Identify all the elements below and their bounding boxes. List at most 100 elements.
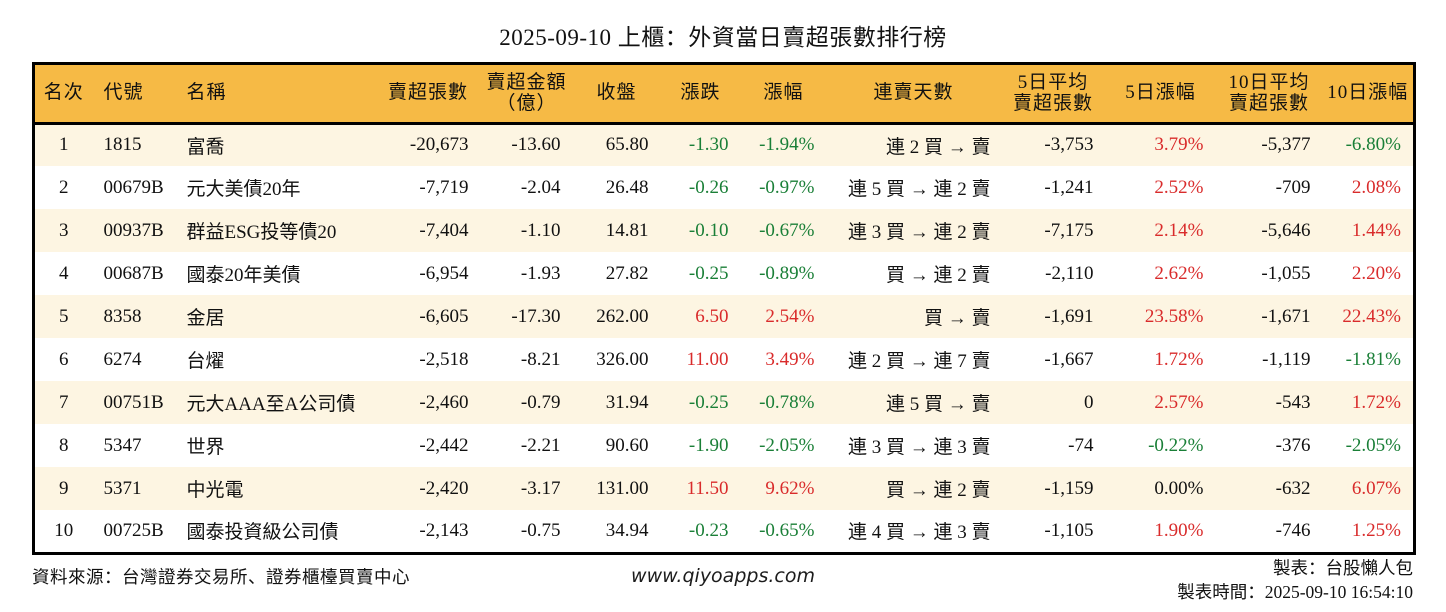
- cell-name: 群益ESG投等債20: [186, 222, 337, 244]
- cell-sell_volume: -2,518: [419, 348, 469, 370]
- cell-close: 90.60: [605, 434, 649, 456]
- cell-rank: 4: [59, 262, 69, 284]
- cell-pct5: 1.72%: [1154, 348, 1204, 370]
- cell-streak: 連 2 買 → 賣: [885, 136, 991, 158]
- cell-change: 11.50: [686, 477, 729, 499]
- cell-streak: 買 → 連 2 賣: [885, 265, 991, 287]
- cell-name: 國泰20年美債: [186, 265, 301, 287]
- cell-close: 26.48: [605, 176, 649, 198]
- cell-change: -0.25: [688, 262, 729, 284]
- cell-pct5: 23.58%: [1144, 305, 1204, 327]
- footer-made-time: 製表時間：2025-09-10 16:54:10: [1177, 582, 1413, 603]
- cell-change: -0.25: [688, 391, 729, 413]
- cell-pct10: 6.07%: [1351, 477, 1401, 499]
- table-row: 7 00751B 元大AAA至A公司債 -2,460 -0.79 31.94 -0.25 -0…: [33, 381, 1415, 425]
- cell-avg10: -632: [1275, 477, 1311, 499]
- table-row: 8 5347 世界 -2,442 -2.21 90.60 -1.90 -2.05% 連 3 買 …: [33, 424, 1415, 468]
- cell-sell_amount: -8.21: [520, 348, 561, 370]
- cell-streak: 連 3 買 → 連 3 賣: [847, 437, 991, 459]
- footer-website: www.qiyoapps.com: [631, 564, 815, 587]
- table-row: 10 00725B 國泰投資級公司債 -2,143 -0.75 34.94 -0.23 -0.…: [33, 510, 1415, 554]
- cell-pct10: 22.43%: [1342, 305, 1401, 327]
- cell-code: 5347: [103, 434, 142, 456]
- cell-streak: 連 2 買 → 連 7 賣: [847, 351, 991, 373]
- cell-rank: 3: [59, 219, 69, 241]
- cell-change: -1.90: [688, 434, 729, 456]
- cell-pct5: 2.52%: [1154, 176, 1204, 198]
- header-cell-change_pct: 漲幅: [740, 63, 827, 125]
- cell-change_pct: -1.94%: [759, 134, 815, 156]
- cell-rank: 2: [59, 176, 69, 198]
- cell-change_pct: -0.67%: [759, 219, 815, 241]
- header-cell-close: 收盤: [572, 63, 661, 125]
- cell-close: 326.00: [596, 348, 649, 370]
- cell-change: -1.30: [688, 134, 729, 156]
- cell-pct10: -6.80%: [1345, 134, 1401, 156]
- cell-code: 5371: [103, 477, 142, 499]
- cell-sell_amount: -2.21: [520, 434, 561, 456]
- cell-streak: 買 → 賣: [923, 308, 991, 330]
- cell-avg5: -1,667: [1044, 348, 1094, 370]
- cell-avg5: -1,159: [1044, 477, 1094, 499]
- cell-streak: 連 4 買 → 連 3 賣: [847, 522, 991, 544]
- cell-rank: 6: [59, 348, 69, 370]
- cell-pct5: 2.14%: [1154, 219, 1204, 241]
- table-body: 1 1815 富喬 -20,673 -13.60 65.80 -1.30 -1.94% 連 2 …: [33, 123, 1415, 554]
- cell-pct5: 0.00%: [1154, 477, 1204, 499]
- cell-name: 世界: [186, 437, 225, 459]
- cell-streak: 買 → 連 2 賣: [885, 480, 991, 502]
- cell-pct10: 1.44%: [1351, 219, 1401, 241]
- cell-rank: 8: [59, 434, 69, 456]
- cell-change: -0.26: [688, 176, 729, 198]
- header-cell-rank: 名次: [33, 63, 93, 125]
- cell-pct10: 1.25%: [1351, 519, 1401, 541]
- cell-name: 台燿: [186, 351, 225, 373]
- cell-sell_volume: -6,605: [419, 305, 469, 327]
- cell-sell_amount: -1.93: [520, 262, 561, 284]
- header-cell-pct5: 5日漲幅: [1105, 63, 1216, 125]
- cell-avg5: 0: [1084, 391, 1094, 413]
- cell-avg10: -1,055: [1261, 262, 1311, 284]
- cell-code: 00937B: [103, 219, 164, 241]
- cell-sell_amount: -17.30: [511, 305, 561, 327]
- cell-pct5: 1.90%: [1154, 519, 1204, 541]
- cell-sell_volume: -6,954: [419, 262, 469, 284]
- table-row: 4 00687B 國泰20年美債 -6,954 -1.93 27.82 -0.25 -0.89…: [33, 252, 1415, 296]
- cell-avg5: -1,691: [1044, 305, 1094, 327]
- cell-sell_amount: -3.17: [520, 477, 561, 499]
- cell-rank: 9: [59, 477, 69, 499]
- cell-code: 8358: [103, 305, 142, 327]
- cell-pct10: -1.81%: [1345, 348, 1401, 370]
- cell-sell_amount: -0.79: [520, 391, 561, 413]
- cell-sell_volume: -7,404: [419, 219, 469, 241]
- header-cell-avg5: 5日平均 賣超張數: [1000, 63, 1106, 125]
- cell-avg5: -74: [1068, 434, 1094, 456]
- cell-change_pct: -0.97%: [759, 176, 815, 198]
- table-row: 1 1815 富喬 -20,673 -13.60 65.80 -1.30 -1.94% 連 2 …: [33, 123, 1415, 167]
- cell-rank: 7: [59, 391, 69, 413]
- header-cell-code: 代號: [92, 63, 181, 125]
- cell-sell_volume: -2,460: [419, 391, 469, 413]
- cell-sell_amount: -1.10: [520, 219, 561, 241]
- cell-close: 34.94: [605, 519, 649, 541]
- cell-avg10: -376: [1275, 434, 1311, 456]
- cell-sell_amount: -0.75: [520, 519, 561, 541]
- cell-sell_amount: -2.04: [520, 176, 561, 198]
- cell-code: 00751B: [103, 391, 164, 413]
- table-row: 6 6274 台燿 -2,518 -8.21 326.00 11.00 3.49% 連 2 買 …: [33, 338, 1415, 382]
- footer-source: 資料來源：台灣證券交易所、證券櫃檯買賣中心: [32, 566, 410, 587]
- cell-close: 27.82: [605, 262, 649, 284]
- cell-streak: 連 3 買 → 連 2 賣: [847, 222, 991, 244]
- cell-change: 6.50: [695, 305, 729, 327]
- cell-code: 00687B: [103, 262, 164, 284]
- cell-avg5: -1,241: [1044, 176, 1094, 198]
- cell-name: 元大AAA至A公司債: [186, 394, 356, 416]
- header-cell-change: 漲跌: [660, 63, 741, 125]
- header-cell-avg10: 10日平均 賣超張數: [1215, 63, 1323, 125]
- cell-close: 131.00: [596, 477, 649, 499]
- cell-change_pct: 9.62%: [765, 477, 815, 499]
- cell-pct10: 2.20%: [1351, 262, 1401, 284]
- cell-avg10: -1,119: [1262, 348, 1311, 370]
- cell-name: 元大美債20年: [186, 179, 301, 201]
- table-row: 5 8358 金居 -6,605 -17.30 262.00 6.50 2.54% 買 → 賣 -…: [33, 295, 1415, 339]
